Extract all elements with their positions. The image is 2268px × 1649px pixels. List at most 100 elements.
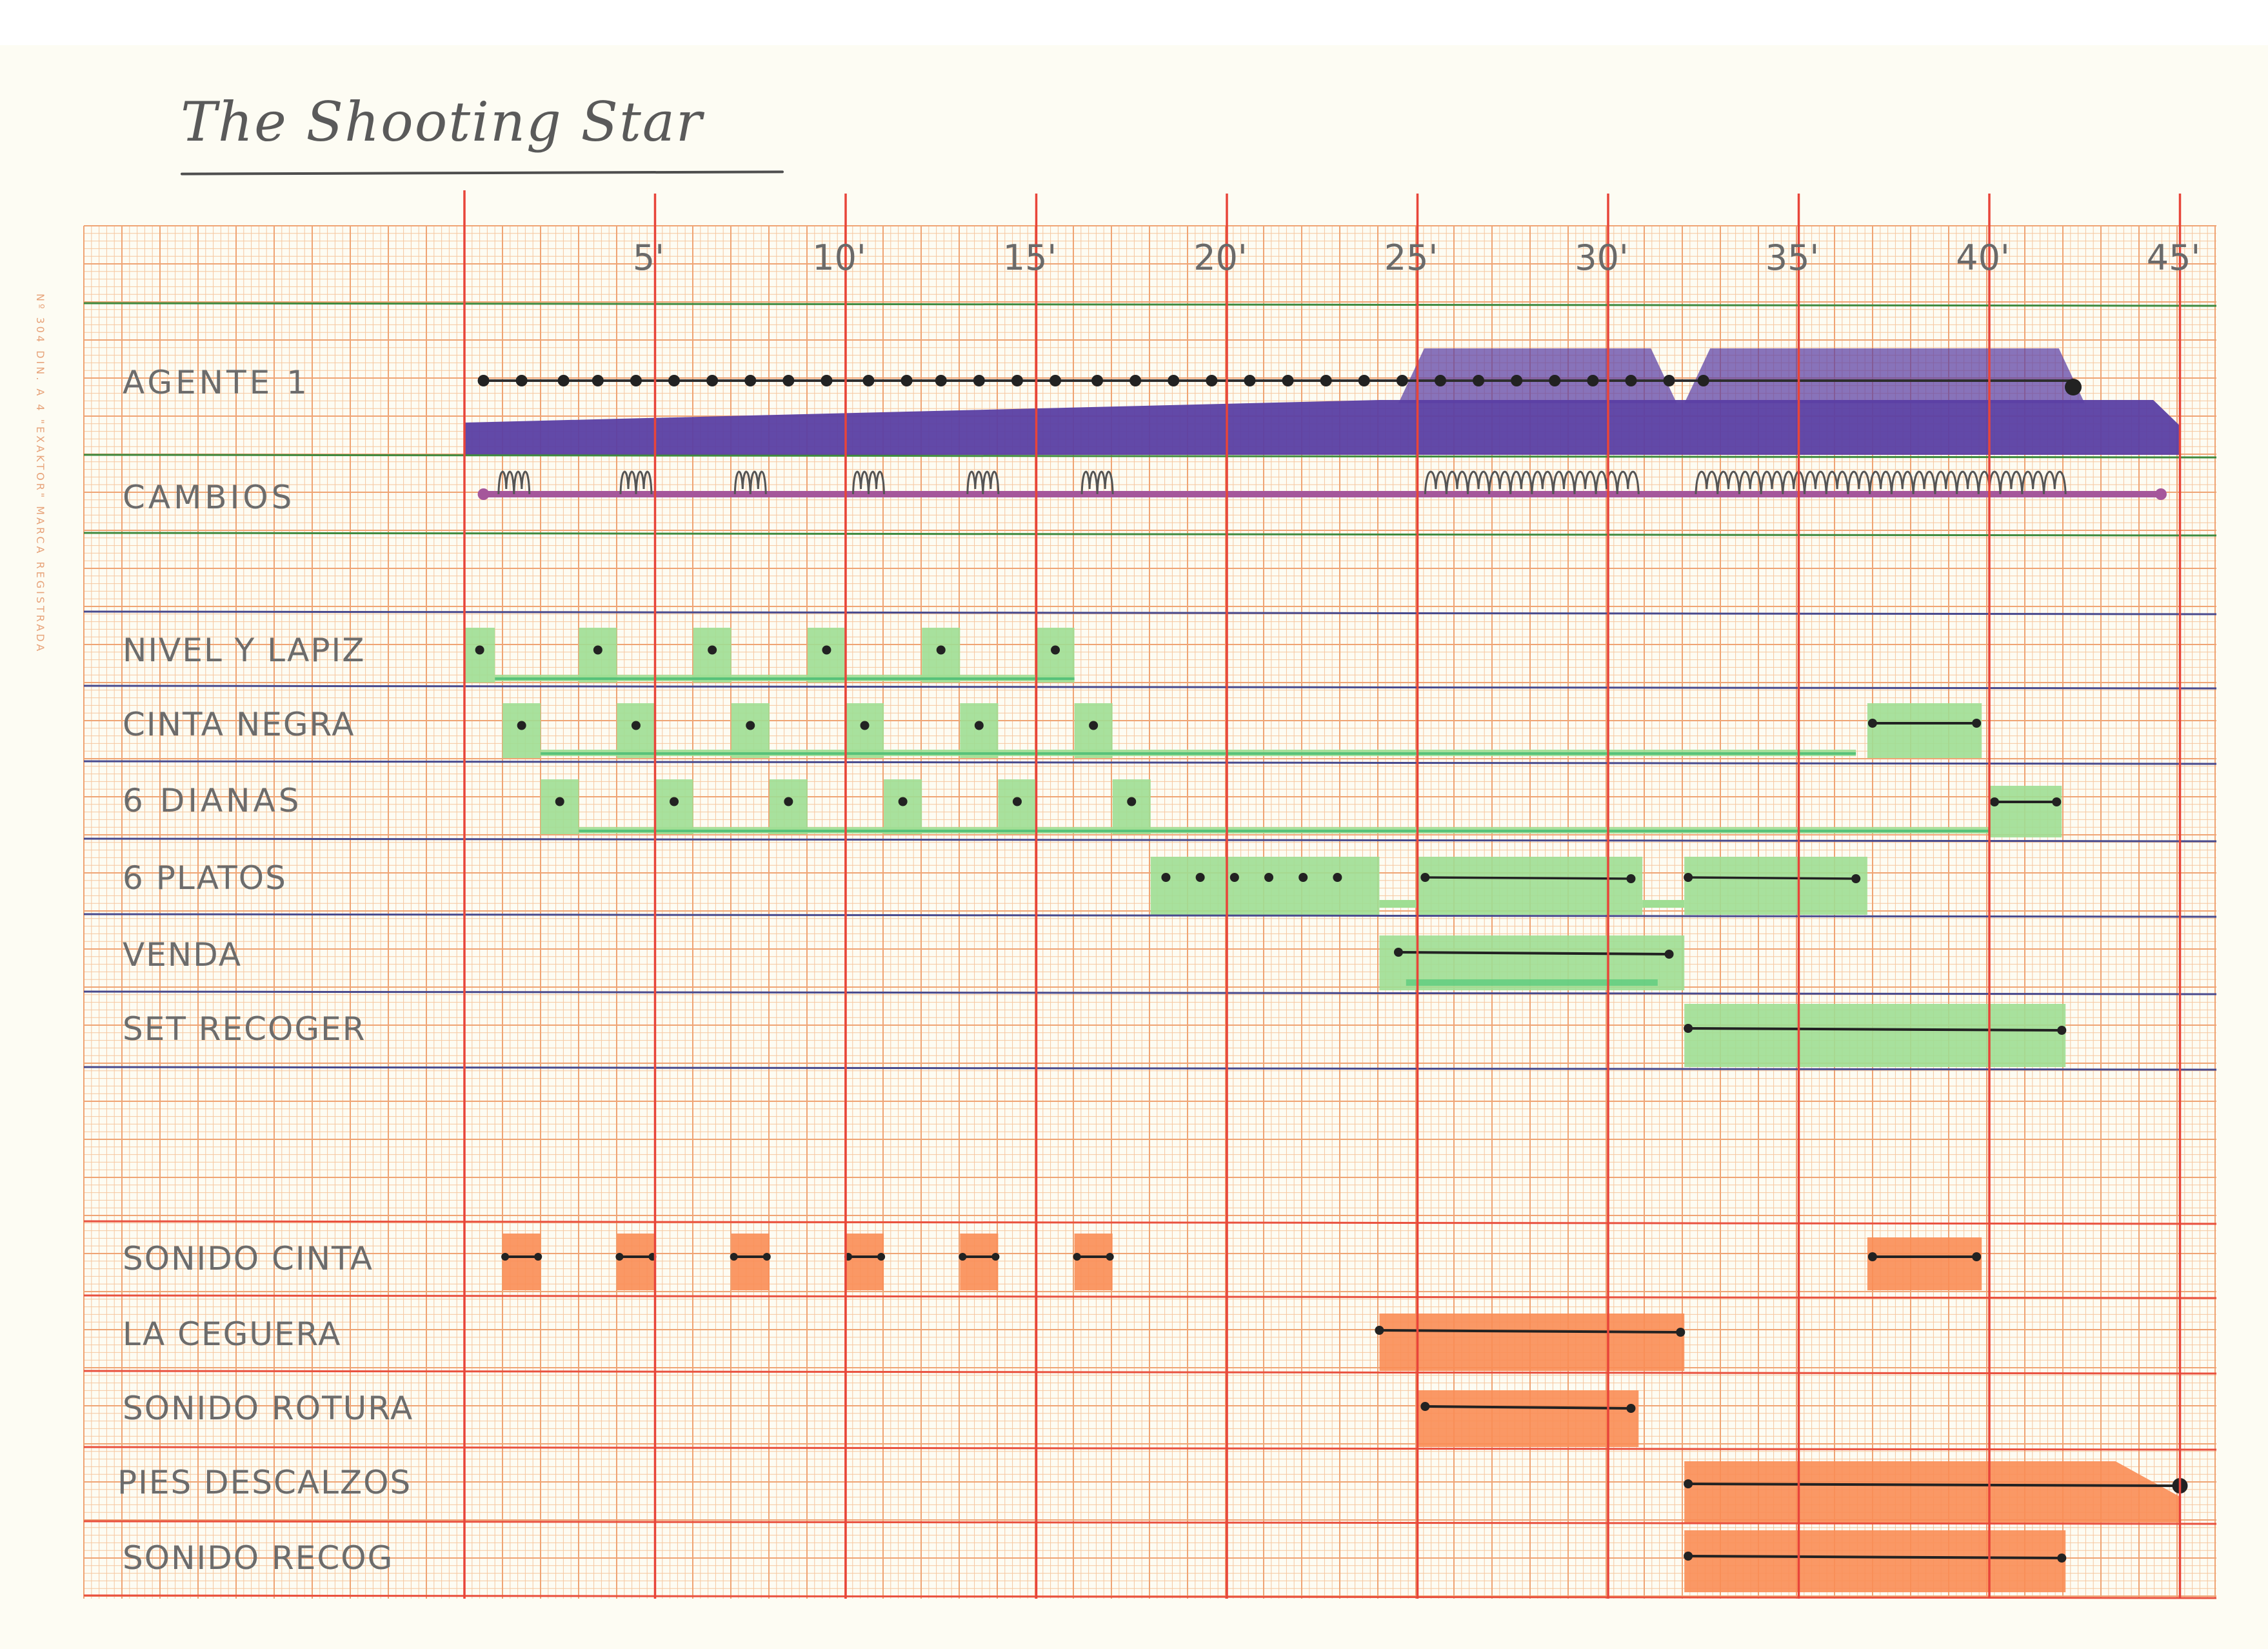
platos-dot	[1333, 873, 1342, 882]
sonido-cinta-dot	[959, 1253, 967, 1261]
set-recoger-row	[1684, 1004, 2067, 1067]
venda-underline	[1406, 979, 1658, 986]
row-label-sonido-cinta: SONIDO CINTA	[123, 1240, 373, 1277]
sonido-cinta-mark	[960, 1234, 999, 1290]
cinta-negra-dot	[974, 721, 984, 730]
sonido-cinta-mark	[846, 1234, 884, 1290]
cambios-wiggle	[619, 470, 653, 495]
recog-seg-end	[2057, 1554, 2067, 1563]
agente-dot	[973, 375, 985, 386]
cambios-start-dot	[477, 488, 490, 500]
row-label-ceguera: LA CEGUERA	[123, 1315, 341, 1353]
cinta-negra-mark	[846, 703, 884, 758]
ceguera-segment	[1379, 1329, 1681, 1334]
row-separator-line	[83, 1220, 2217, 1225]
ceguera-seg-end	[1676, 1328, 1686, 1337]
dianas-mark	[655, 779, 693, 834]
cinta-negra-dot	[1089, 721, 1099, 730]
agente-dot	[862, 375, 875, 386]
platos-block	[1684, 857, 1867, 915]
scan-top-edge	[0, 0, 2268, 45]
sonido-cinta-dot	[762, 1253, 771, 1261]
venda-segment	[1398, 951, 1669, 955]
dianas-dot	[898, 797, 908, 806]
rotura-row	[1417, 1390, 1639, 1447]
agente-band-bump	[1684, 348, 2085, 403]
tick-label: 30'	[1575, 237, 1629, 278]
sonido-cinta-seg-dot	[1972, 1252, 1982, 1261]
recog-row	[1684, 1530, 2067, 1592]
sonido-cinta-dot	[615, 1253, 624, 1261]
platos-dot	[1229, 873, 1239, 882]
platos-seg-dot	[1420, 873, 1430, 882]
platos-dot	[1195, 873, 1205, 882]
cambios-dense-wiggle	[1424, 470, 1640, 495]
timeline-content	[464, 348, 2188, 1592]
nivel-mark	[1036, 628, 1075, 683]
cinta-negra-dot	[860, 721, 870, 730]
dianas-seg-dot	[2052, 797, 2062, 806]
row-label-cambios: CAMBIOS	[123, 479, 295, 516]
row-label-recog: SONIDO RECOG	[123, 1539, 393, 1577]
sonido-cinta-mark	[731, 1234, 770, 1290]
sonido-cinta-seg-dot	[1867, 1252, 1877, 1261]
nivel-mark	[693, 628, 731, 683]
row-label-pies: PIES DESCALZOS	[117, 1464, 412, 1501]
cinta-negra-seg-dot	[1867, 719, 1877, 728]
agente-end-dot	[2065, 379, 2082, 395]
row-separator-line	[83, 1520, 2217, 1525]
pies-seg-start	[1684, 1479, 1693, 1488]
title-block: The Shooting Star	[180, 90, 784, 175]
agente-dot	[782, 375, 795, 386]
cambios-wiggle	[733, 470, 767, 495]
set-recoger-seg-start	[1684, 1024, 1693, 1033]
cambios-wiggle	[851, 470, 885, 495]
ceguera-block	[1379, 1314, 1685, 1371]
dianas-row	[541, 779, 2062, 837]
agente-dot	[515, 375, 528, 386]
cambios-dense-wiggle	[1695, 470, 2067, 495]
agente-dot	[668, 375, 681, 386]
nivel-dot	[708, 645, 717, 655]
tick-label: 10'	[812, 237, 866, 278]
row-separator-line	[83, 1594, 2217, 1599]
minute-ticks: 5' 10' 15' 20' 25' 30' 35' 40' 45'	[463, 190, 2200, 1599]
rotura-block	[1417, 1390, 1639, 1447]
agente-dot	[900, 375, 913, 386]
ceguera-seg-start	[1375, 1326, 1384, 1335]
row-labels: AGENTE 1 CAMBIOS NIVEL Y LAPIZ CINTA NEG…	[117, 364, 412, 1577]
row-separator-line	[83, 532, 2217, 537]
agente-dot	[557, 375, 570, 386]
agente-dot	[1697, 375, 1709, 386]
platos-seg-dot	[1851, 874, 1861, 883]
tick-label: 35'	[1766, 237, 1820, 278]
venda-seg-start	[1393, 948, 1403, 957]
agente-dot	[630, 375, 642, 386]
row-separator-line	[83, 1446, 2217, 1451]
tick-label: 40'	[1956, 237, 2010, 278]
platos-segment	[1425, 876, 1631, 880]
platos-dot	[1264, 873, 1274, 882]
nivel-mark	[464, 628, 495, 683]
row-separator-line	[83, 685, 2217, 690]
agente-dot	[1549, 375, 1561, 386]
page-title: The Shooting Star	[181, 90, 704, 154]
dianas-dot	[670, 797, 679, 806]
agente-dot	[1011, 375, 1023, 386]
rotura-seg-start	[1420, 1402, 1430, 1411]
dianas-mark	[884, 779, 922, 834]
tick-label: 15'	[1003, 237, 1057, 278]
cinta-negra-mark	[731, 703, 770, 758]
dianas-dot	[1012, 797, 1022, 806]
dianas-mark	[1112, 779, 1151, 834]
dianas-block	[1989, 786, 2062, 837]
cinta-negra-block	[1867, 703, 1982, 758]
row-label-dianas: 6 DIANAS	[123, 782, 303, 819]
sonido-cinta-dot	[534, 1253, 542, 1261]
nivel-mark	[922, 628, 960, 683]
agente-dot	[1663, 375, 1675, 386]
row-label-set-recoger: SET RECOGER	[123, 1010, 366, 1048]
platos-block	[1150, 857, 1380, 915]
dianas-dot	[784, 797, 793, 806]
